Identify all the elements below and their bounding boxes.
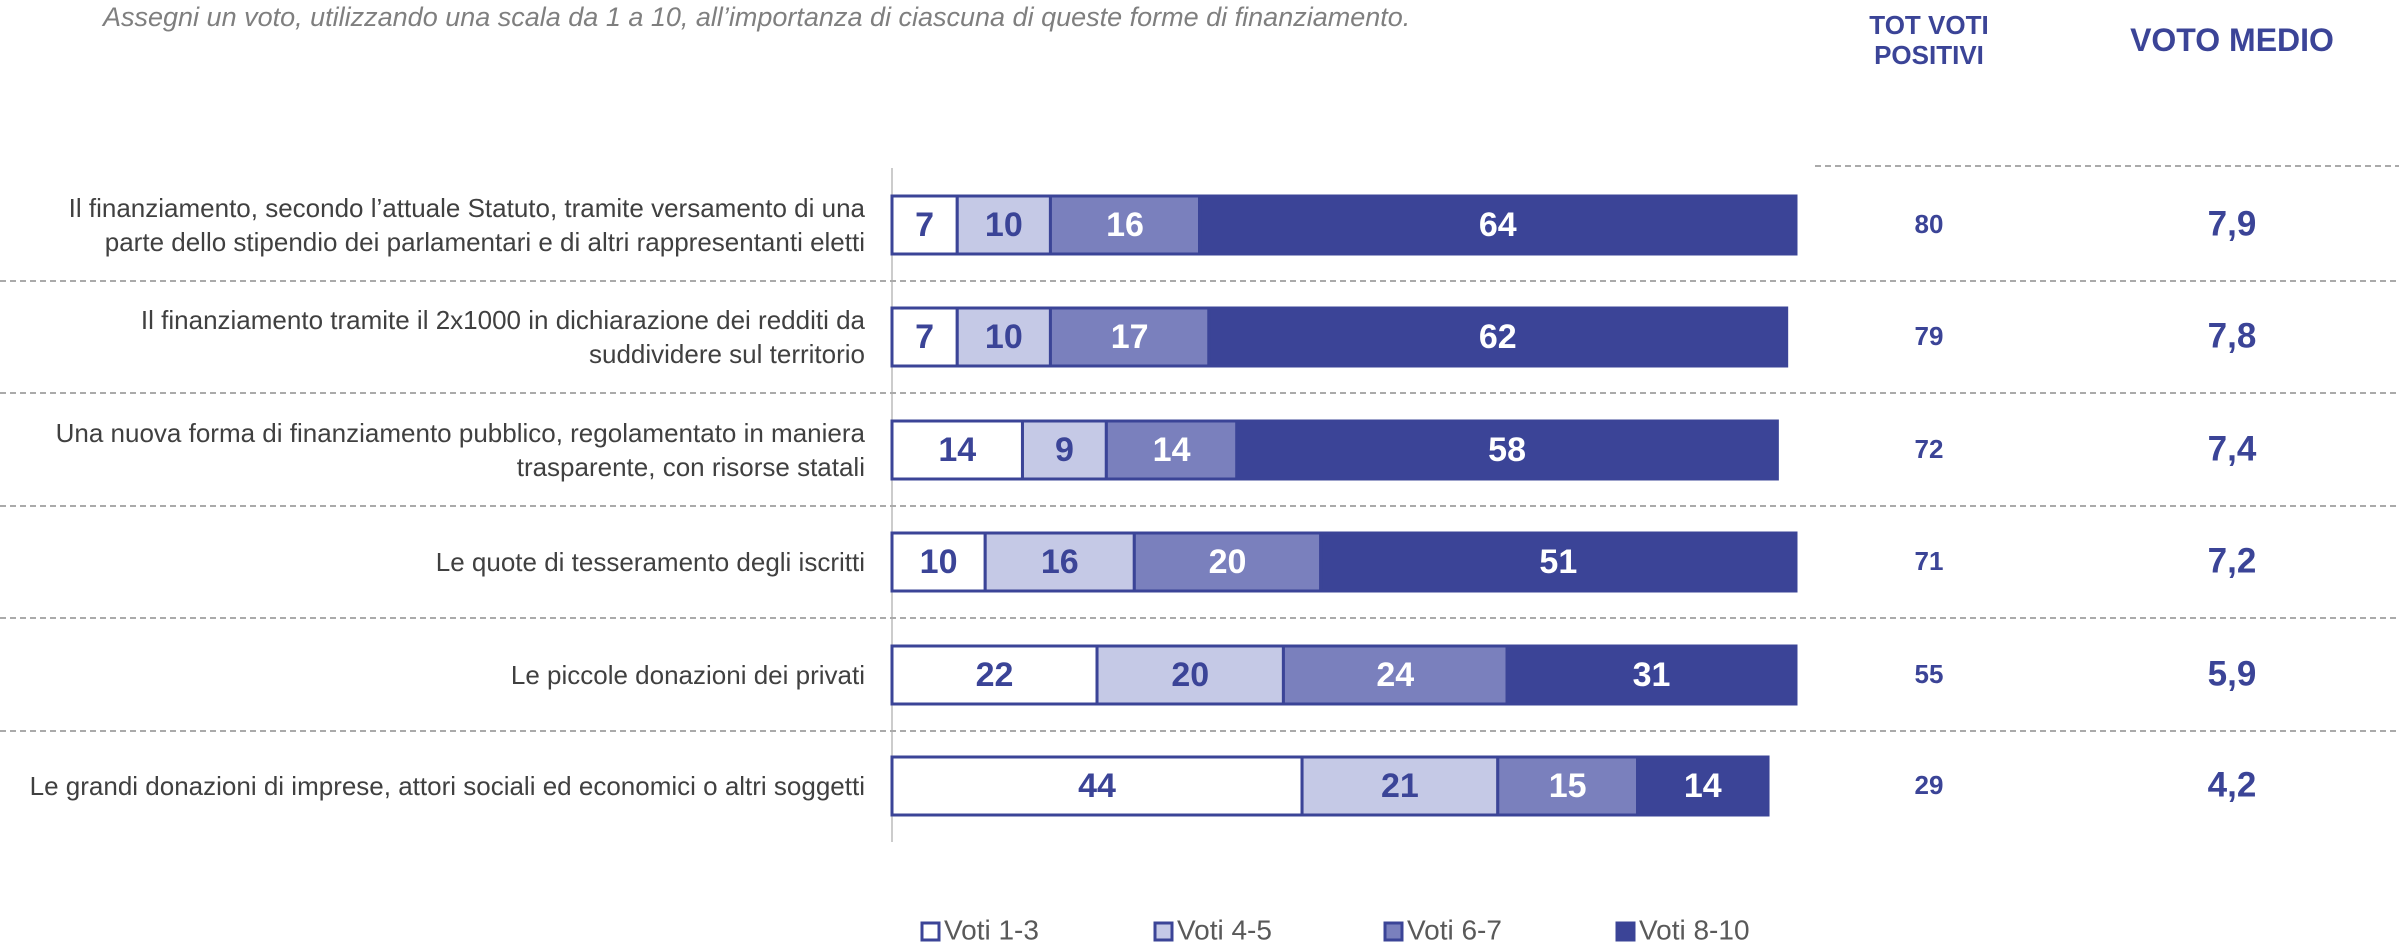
data-label: 14: [938, 431, 976, 469]
data-label: 20: [1171, 656, 1209, 694]
bar-segment: [890, 644, 1099, 706]
data-label: 14: [1153, 431, 1191, 469]
data-label: 44: [1078, 767, 1116, 805]
category-label: Le quote di tesseramento degli iscritti: [435, 547, 865, 577]
total-value: 72: [1915, 434, 1944, 464]
legend-marker: [920, 921, 941, 942]
bar-segment: [1198, 194, 1798, 256]
bar-segment: [1636, 755, 1770, 817]
data-label: 64: [1479, 206, 1517, 244]
bar-segment: [1496, 755, 1640, 817]
data-label: 31: [1633, 656, 1671, 694]
bar-segment: [955, 306, 1052, 368]
data-label: 51: [1539, 543, 1577, 581]
data-label: 22: [976, 656, 1014, 694]
total-value: 80: [1915, 209, 1944, 239]
total-value: 55: [1915, 659, 1944, 689]
data-label: 17: [1111, 318, 1149, 356]
column-title: VOTO MEDIO: [2130, 22, 2334, 58]
bar-segment: [1207, 306, 1789, 368]
category-label: Il finanziamento, secondo l’attuale Stat…: [68, 193, 865, 257]
bar-segment: [890, 531, 987, 593]
category-label: Il finanziamento tramite il 2x1000 in di…: [140, 305, 865, 369]
bar-segment: [1319, 531, 1798, 593]
data-label: 24: [1376, 656, 1414, 694]
bar-segment: [1505, 644, 1798, 706]
category-label: Una nuova forma di finanziamento pubblic…: [55, 418, 865, 482]
bar-segment: [983, 531, 1136, 593]
total-value: 79: [1915, 321, 1944, 351]
category-label: Le piccole donazioni dei privati: [510, 660, 865, 690]
data-label: 7: [915, 206, 934, 244]
average-value: 7,4: [2208, 429, 2257, 468]
bar-segment: [890, 755, 1304, 817]
data-label: 10: [985, 206, 1023, 244]
total-value: 71: [1915, 546, 1944, 576]
average-value: 4,2: [2208, 765, 2257, 804]
average-value: 7,9: [2208, 204, 2257, 243]
bar-segment: [1281, 644, 1509, 706]
average-value: 7,8: [2208, 316, 2257, 355]
data-label: 21: [1381, 767, 1419, 805]
legend-marker: [1383, 921, 1404, 942]
data-label: 16: [1106, 206, 1144, 244]
chart-title: Assegni un voto, utilizzando una scala d…: [103, 2, 1411, 32]
legend-marker: [1153, 921, 1174, 942]
legend-label: Voti 4-5: [1177, 914, 1272, 945]
data-label: 7: [915, 318, 934, 356]
bar-segment: [1235, 419, 1779, 481]
column-title: TOT VOTI POSITIVI: [1869, 10, 1989, 70]
data-label: 58: [1488, 431, 1526, 469]
data-label: 14: [1684, 767, 1722, 805]
bar-segment: [890, 306, 959, 368]
average-value: 7,2: [2208, 541, 2257, 580]
total-value: 29: [1915, 770, 1944, 800]
category-label: Le grandi donazioni di imprese, attori s…: [29, 771, 865, 801]
data-label: 9: [1055, 431, 1074, 469]
data-label: 20: [1209, 543, 1247, 581]
data-label: 62: [1479, 318, 1517, 356]
data-label: 10: [920, 543, 958, 581]
bar-segment: [890, 194, 959, 256]
legend-label: Voti 6-7: [1407, 914, 1502, 945]
legend-marker: [1615, 921, 1636, 942]
bar-segment: [890, 419, 1024, 481]
average-value: 5,9: [2208, 654, 2257, 693]
data-label: 15: [1549, 767, 1587, 805]
data-label: 16: [1041, 543, 1079, 581]
legend-label: Voti 8-10: [1639, 914, 1750, 945]
data-label: 10: [985, 318, 1023, 356]
bar-segment: [1132, 531, 1323, 593]
legend-label: Voti 1-3: [944, 914, 1039, 945]
